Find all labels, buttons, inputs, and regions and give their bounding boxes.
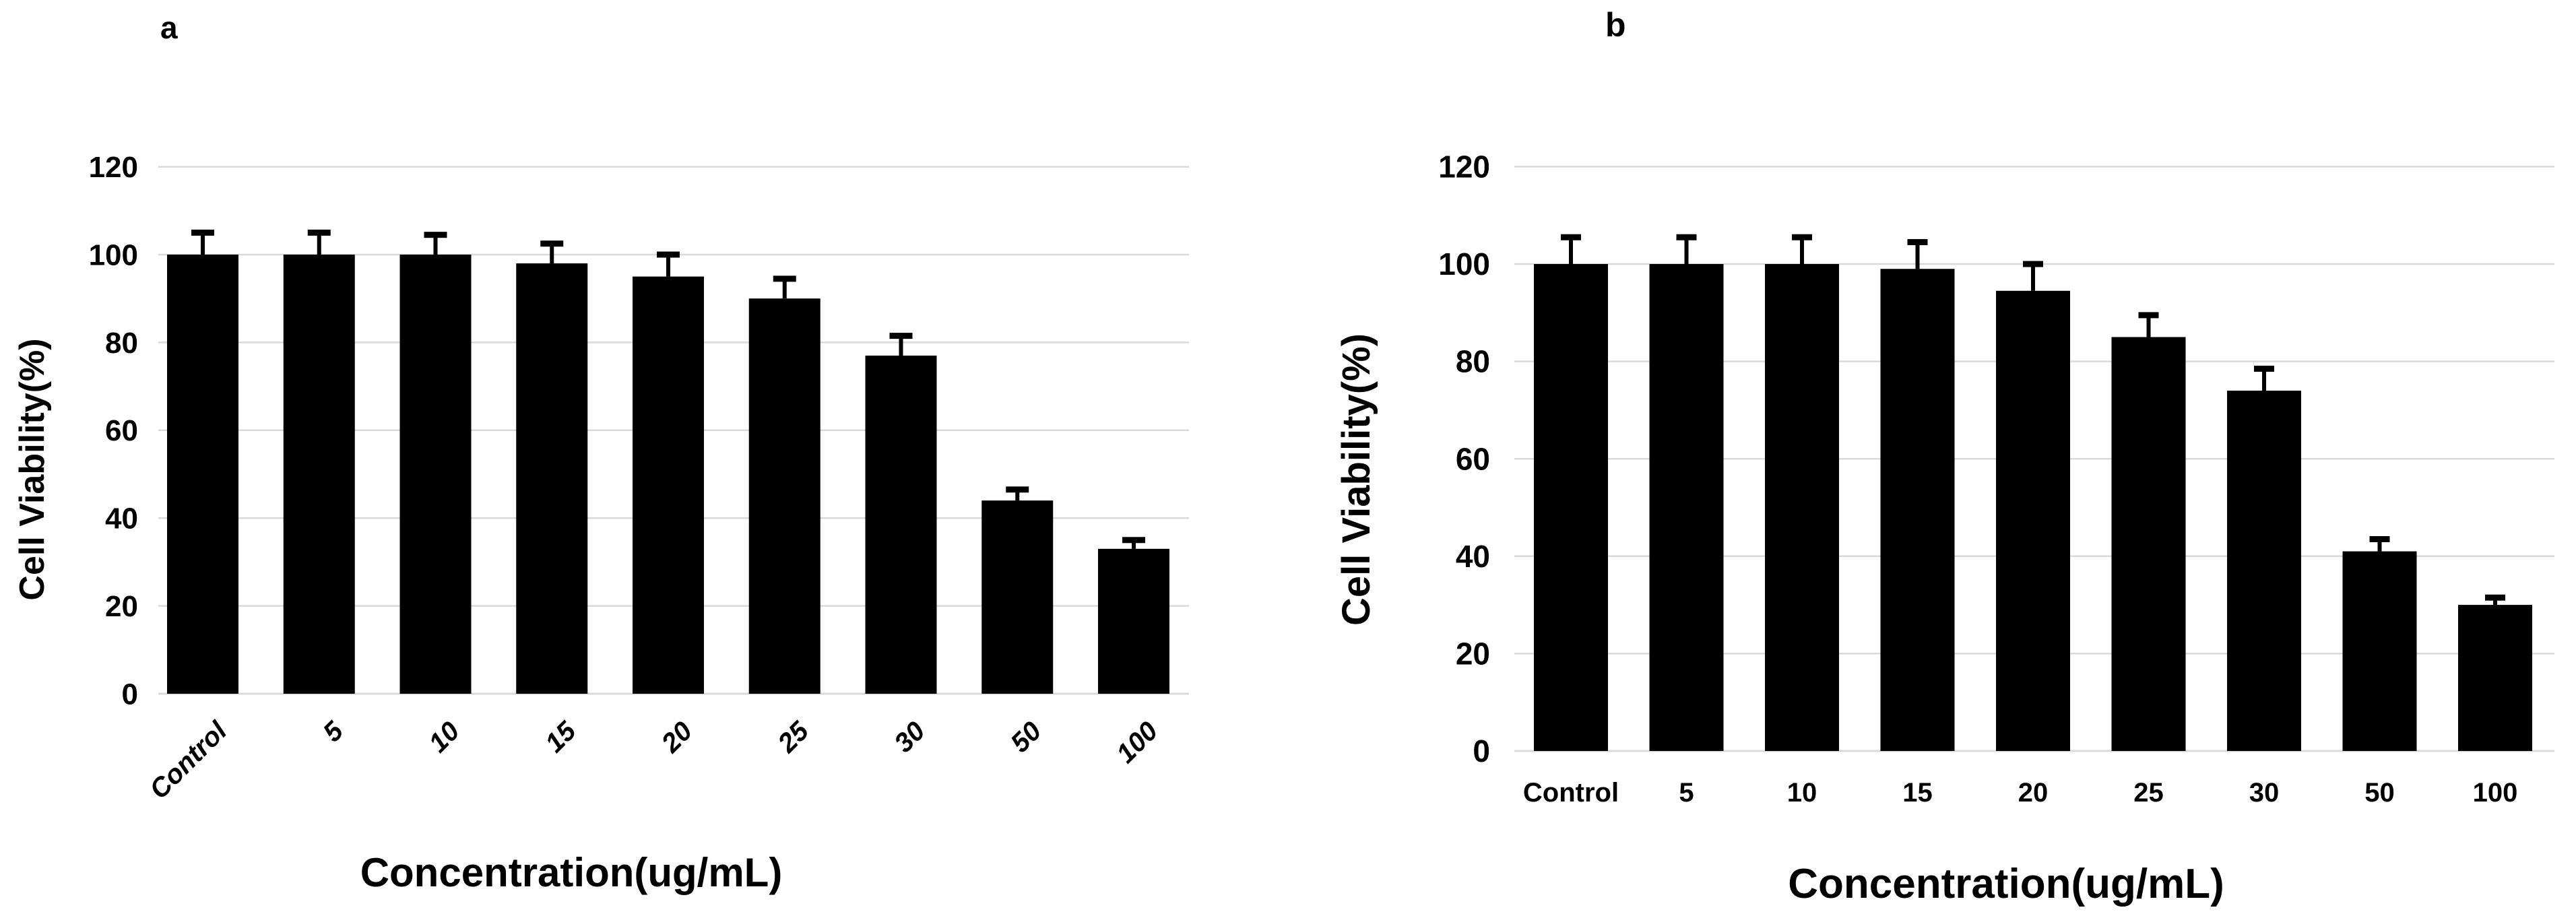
x-tick-label: 5 (1679, 778, 1694, 808)
error-bar-cap (424, 232, 447, 238)
bar (2458, 605, 2532, 751)
x-tick-label: 30 (889, 716, 931, 758)
x-tick-label: 50 (1005, 716, 1048, 758)
error-bar-cap (1122, 537, 1145, 544)
error-bar-cap (2023, 261, 2043, 267)
x-tick-label: 20 (655, 716, 698, 758)
error-bar-cap (1676, 234, 1697, 240)
x-tick-label: 100 (1111, 716, 1163, 768)
bar (167, 255, 238, 694)
bar (1765, 264, 1839, 751)
x-tick-label: 10 (423, 716, 465, 758)
error-bar-cap (540, 240, 564, 247)
y-tick-label: 80 (1456, 344, 1490, 379)
error-bar-cap (191, 229, 214, 236)
y-tick-label: 100 (1438, 247, 1490, 282)
y-tick-label: 120 (1438, 150, 1490, 185)
bar (2342, 551, 2417, 751)
y-tick-label: 100 (89, 238, 138, 271)
error-bar-cap (657, 251, 680, 258)
bar (516, 263, 588, 694)
error-bar-cap (1006, 486, 1029, 493)
y-tick-label: 20 (1456, 636, 1490, 672)
y-tick-label: 60 (1456, 441, 1490, 476)
y-tick-label: 40 (105, 502, 138, 535)
panel-b-y-axis-title: Cell Viability(%) (1334, 333, 1378, 626)
bar (865, 355, 937, 694)
bar (1534, 264, 1608, 751)
y-tick-label: 60 (105, 414, 138, 447)
error-bar-cap (2138, 312, 2159, 319)
y-tick-label: 40 (1456, 539, 1490, 574)
bar (2111, 337, 2186, 751)
x-tick-label: Control (144, 716, 233, 805)
panel-b-letter: b (1605, 6, 1626, 44)
x-tick-label: 25 (2133, 778, 2164, 808)
bar (2227, 390, 2301, 751)
panel-a: 0 20 40 60 80 100 120 Control 5 10 15 20 25 30 50 100 (89, 151, 1189, 805)
error-bar-cap (2369, 535, 2390, 542)
panel-a-x-axis-title: Concentration(ug/mL) (360, 850, 783, 895)
error-bar-cap (2254, 365, 2274, 372)
error-bar-cap (2485, 594, 2505, 601)
error-bar-cap (307, 229, 331, 236)
bar (283, 255, 355, 694)
error-bar-cap (889, 333, 913, 339)
y-tick-label: 80 (105, 327, 138, 360)
panel-b-x-axis-title: Concentration(ug/mL) (1788, 861, 2224, 907)
x-tick-label: 25 (772, 716, 815, 759)
error-bar-cap (1792, 234, 1812, 240)
bar (981, 500, 1054, 694)
x-tick-label: 15 (540, 716, 582, 758)
panel-a-y-axis-title: Cell Viability(%) (13, 338, 52, 601)
x-tick-label: 5 (317, 716, 349, 748)
error-bar-cap (1561, 234, 1581, 240)
x-tick-label: 100 (2473, 778, 2518, 808)
error-bar-cap (1907, 238, 1928, 245)
bar (1996, 290, 2070, 751)
x-tick-label: 20 (2018, 778, 2049, 808)
error-bar-cap (773, 275, 796, 282)
x-tick-label: 30 (2249, 778, 2280, 808)
panel-b: 0 20 40 60 80 100 120 Control 5 10 15 20 25 30 50 100 (1438, 150, 2554, 808)
bar (1880, 269, 1955, 752)
y-tick-label: 0 (122, 678, 138, 711)
x-tick-label: 15 (1902, 778, 1933, 808)
x-tick-label: Control (1523, 778, 1619, 808)
bar (1098, 548, 1169, 694)
panel-a-letter: a (160, 10, 178, 45)
bar (1649, 264, 1724, 751)
x-tick-label: 50 (2364, 778, 2395, 808)
y-tick-label: 20 (105, 590, 138, 623)
y-tick-label: 0 (1473, 733, 1490, 768)
bar (748, 298, 820, 694)
x-tick-label: 10 (1787, 778, 1817, 808)
bar (399, 255, 472, 694)
bar (633, 276, 704, 694)
y-tick-label: 120 (89, 151, 138, 184)
